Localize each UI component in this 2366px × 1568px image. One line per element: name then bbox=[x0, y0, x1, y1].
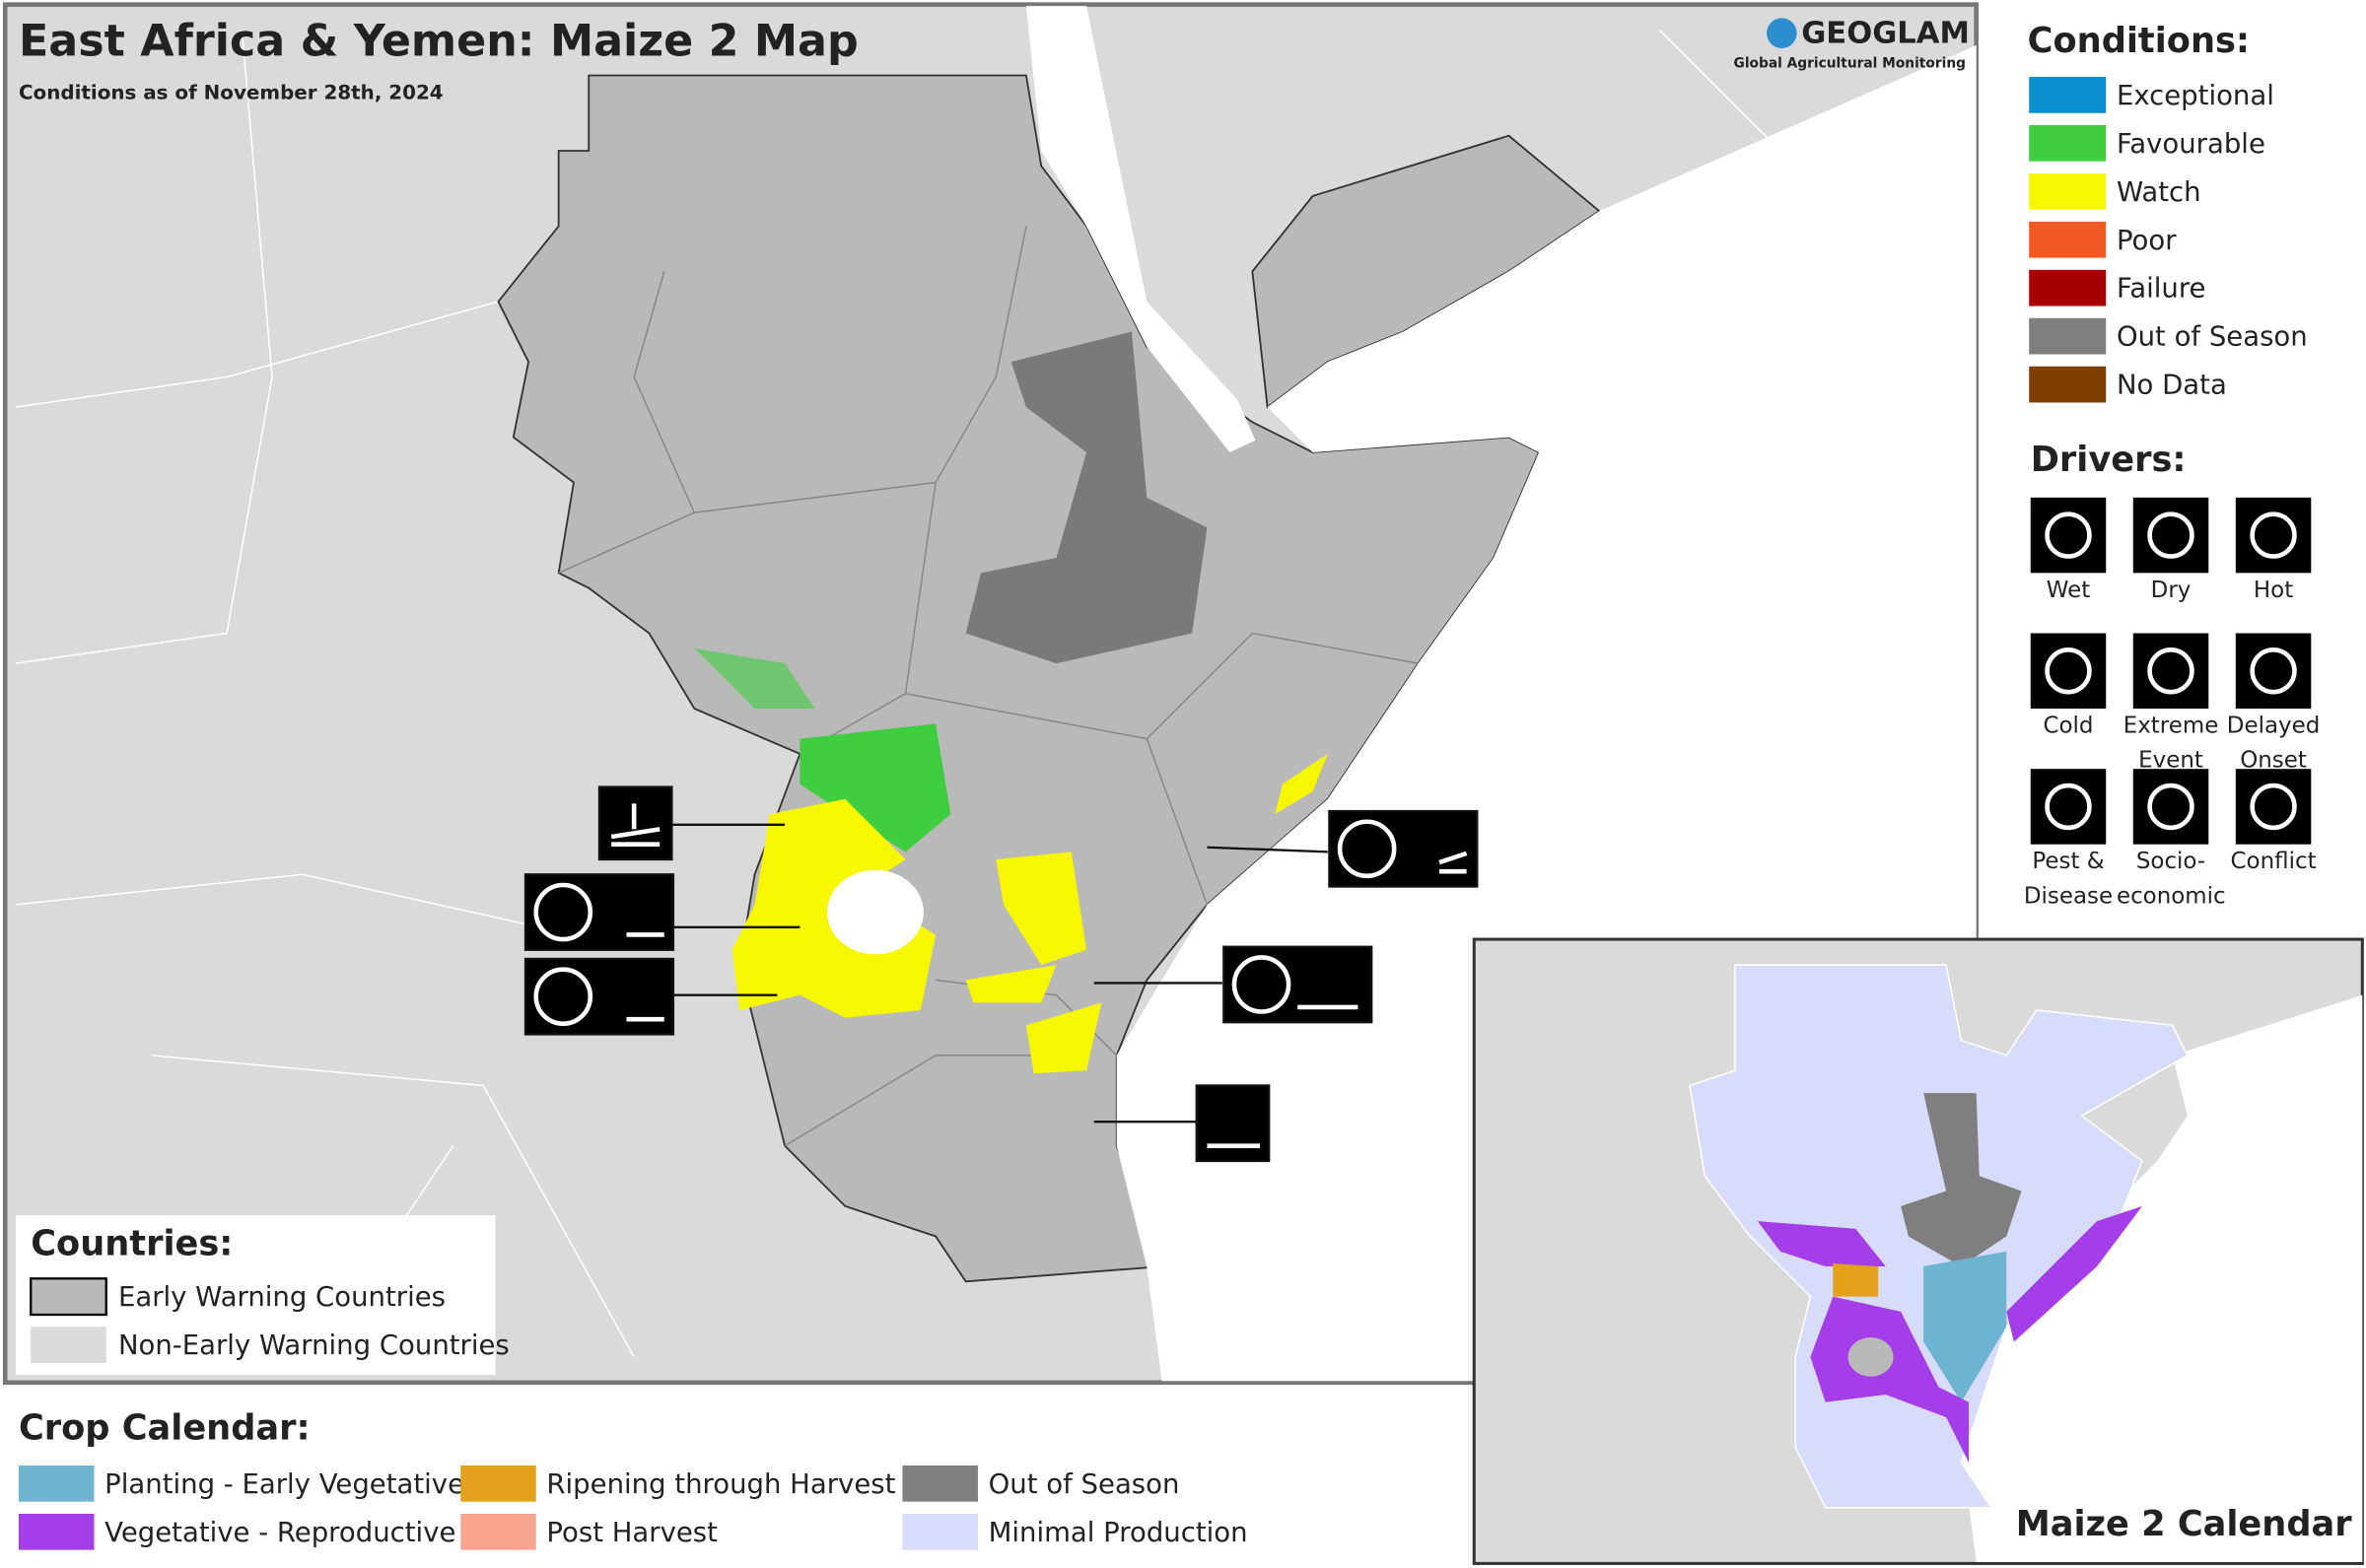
driver-icon bbox=[2030, 769, 2107, 845]
driver-callouts bbox=[523, 785, 1479, 1163]
condition-label: Failure bbox=[2117, 273, 2206, 305]
calendar-swatch bbox=[902, 1513, 978, 1550]
driver-icon-glyph bbox=[2250, 783, 2297, 831]
driver-icon-glyph bbox=[2045, 648, 2092, 695]
driver-label-box: Extreme Event bbox=[2122, 712, 2219, 774]
calendar-swatch bbox=[18, 1465, 95, 1502]
calendar-swatch bbox=[902, 1465, 978, 1502]
country-swatch bbox=[30, 1277, 107, 1317]
subtitle: Conditions as of November 28th, 2024 bbox=[19, 81, 444, 103]
calendar-label: Minimal Production bbox=[989, 1517, 1248, 1548]
condition-swatch bbox=[2029, 269, 2107, 307]
driver-icon bbox=[2132, 769, 2209, 845]
driver-icon-glyph bbox=[2147, 648, 2194, 695]
country-label: Non-Early Warning Countries bbox=[118, 1329, 510, 1361]
driver-icon-glyph bbox=[2045, 511, 2092, 559]
logo-tagline: Global Agricultural Monitoring bbox=[1734, 55, 1966, 71]
driver-icon-glyph bbox=[2147, 511, 2194, 559]
driver-label: Delayed Onset bbox=[2226, 712, 2321, 774]
driver-label: Cold bbox=[2043, 712, 2094, 739]
driver-icon bbox=[2132, 497, 2209, 574]
logo-mark bbox=[1767, 18, 1797, 48]
calendar-label: Post Harvest bbox=[546, 1517, 718, 1548]
driver-label: Conflict bbox=[2230, 847, 2317, 875]
driver-icon-glyph bbox=[2147, 783, 2194, 831]
driver-icon-glyph bbox=[2250, 511, 2297, 559]
driver-label: Extreme Event bbox=[2122, 712, 2219, 774]
calendar-swatch bbox=[460, 1513, 536, 1550]
condition-swatch bbox=[2029, 124, 2107, 162]
driver-icon bbox=[2132, 633, 2209, 710]
driver-icon bbox=[2030, 497, 2107, 574]
logo-name: GEOGLAM bbox=[1801, 17, 1970, 51]
inset-title: Maize 2 Calendar bbox=[2016, 1504, 2352, 1544]
condition-label: Out of Season bbox=[2117, 321, 2308, 353]
condition-swatch bbox=[2029, 317, 2107, 355]
driver-icon-glyph bbox=[2250, 648, 2297, 695]
driver-icon bbox=[2235, 497, 2312, 574]
driver-label: Wet bbox=[2046, 576, 2091, 603]
driver-label-box: Delayed Onset bbox=[2226, 712, 2321, 774]
driver-label-box: Socio-economic bbox=[2116, 847, 2226, 909]
driver-label-box: Pest & Disease bbox=[2023, 847, 2114, 909]
driver-label-box: Wet bbox=[2046, 576, 2091, 603]
calendar-label: Vegetative - Reproductive bbox=[104, 1517, 455, 1548]
condition-swatch bbox=[2029, 77, 2107, 113]
driver-icon bbox=[2235, 769, 2312, 845]
main-map bbox=[2, 2, 1979, 1386]
inset-map: Maize 2 Calendar bbox=[1472, 937, 2364, 1565]
driver-label: Hot bbox=[2253, 576, 2294, 603]
condition-label: No Data bbox=[2117, 370, 2227, 401]
condition-swatch bbox=[2029, 172, 2107, 210]
calendar-swatch bbox=[18, 1513, 95, 1550]
conditions-title: Conditions: bbox=[2028, 21, 2250, 61]
driver-label-box: Conflict bbox=[2230, 847, 2317, 875]
country-swatch bbox=[31, 1327, 106, 1363]
country-label: Early Warning Countries bbox=[118, 1281, 446, 1313]
driver-label-box: Cold bbox=[2043, 712, 2094, 739]
driver-label-box: Hot bbox=[2253, 576, 2294, 603]
calendar-swatch bbox=[460, 1465, 536, 1502]
driver-label-box: Dry bbox=[2150, 576, 2192, 603]
calendar-label: Ripening through Harvest bbox=[546, 1468, 895, 1500]
title: East Africa & Yemen: Maize 2 Map bbox=[19, 16, 859, 66]
lake bbox=[826, 869, 924, 955]
drivers-title: Drivers: bbox=[2031, 440, 2187, 480]
condition-label: Exceptional bbox=[2117, 80, 2274, 111]
driver-label: Socio-economic bbox=[2116, 847, 2226, 909]
condition-label: Favourable bbox=[2117, 128, 2265, 160]
crop-calendar-title: Crop Calendar: bbox=[19, 1407, 311, 1448]
calendar-label: Planting - Early Vegetative bbox=[104, 1468, 464, 1500]
driver-icon bbox=[2030, 633, 2107, 710]
condition-swatch bbox=[2029, 366, 2107, 403]
driver-label: Pest & Disease bbox=[2023, 847, 2114, 909]
condition-swatch bbox=[2029, 221, 2107, 258]
driver-icon-glyph bbox=[2045, 783, 2092, 831]
calendar-label: Out of Season bbox=[989, 1468, 1180, 1500]
countries-title: Countries: bbox=[31, 1224, 233, 1264]
condition-label: Poor bbox=[2117, 225, 2177, 256]
condition-label: Watch bbox=[2117, 176, 2201, 208]
driver-label: Dry bbox=[2150, 576, 2192, 603]
driver-icon bbox=[2235, 633, 2312, 710]
